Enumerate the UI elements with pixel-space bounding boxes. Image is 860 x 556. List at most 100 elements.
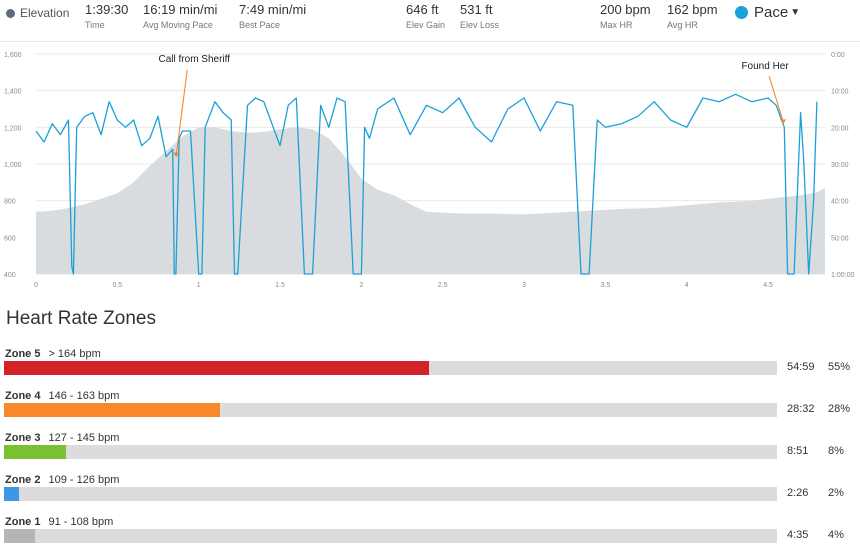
zone-percent: 2% bbox=[828, 487, 844, 499]
stat-avg-hr: 162 bpm Avg HR bbox=[667, 2, 718, 30]
y-right-tick-label: 1:00:00 bbox=[831, 272, 854, 279]
x-tick-label: 2.5 bbox=[438, 282, 448, 289]
zone-name: Zone 5 bbox=[5, 348, 41, 360]
annotation-arrow bbox=[768, 75, 784, 122]
stat-elev-gain-value: 646 ft bbox=[406, 2, 439, 17]
x-tick-label: 0 bbox=[34, 282, 38, 289]
zone-bar-fill bbox=[4, 445, 66, 459]
zone-range: 146 - 163 bpm bbox=[48, 390, 120, 402]
zone-label: Zone 1 91 - 108 bpm bbox=[5, 516, 113, 528]
stat-best-pace-value: 7:49 min/mi bbox=[239, 2, 307, 17]
hr-zone-row: Zone 5 > 164 bpm 54:59 55% bbox=[0, 348, 860, 388]
zone-label: Zone 2 109 - 126 bpm bbox=[5, 474, 119, 486]
zone-range: 91 - 108 bpm bbox=[48, 516, 114, 528]
y-right-tick-label: 30:00 bbox=[831, 162, 849, 169]
annotation-arrowhead bbox=[173, 152, 180, 158]
stat-avg-pace-label: Avg Moving Pace bbox=[143, 20, 213, 30]
elevation-legend-label: Elevation bbox=[20, 6, 70, 20]
y-right-tick-label: 20:00 bbox=[831, 125, 849, 132]
stat-elev-gain: 646 ft Elev Gain bbox=[406, 2, 445, 30]
zone-range: 109 - 126 bpm bbox=[48, 474, 120, 486]
stat-avg-hr-label: Avg HR bbox=[667, 20, 698, 30]
stat-max-hr-value: 200 bpm bbox=[600, 2, 651, 17]
zone-bar-fill bbox=[4, 487, 20, 501]
stat-max-hr: 200 bpm Max HR bbox=[600, 2, 651, 30]
stat-elev-loss-label: Elev Loss bbox=[460, 20, 500, 30]
annotation-label: Found Her bbox=[741, 61, 789, 72]
x-tick-label: 3 bbox=[522, 282, 526, 289]
stat-time: 1:39:30 Time bbox=[85, 2, 128, 30]
hr-zone-row: Zone 3 127 - 145 bpm 8:51 8% bbox=[0, 432, 860, 472]
elevation-dot-icon bbox=[6, 8, 15, 18]
zone-bar-track bbox=[4, 403, 777, 417]
axis-ticks: 1,6001,4001,2001,0008006004000:0010:0020… bbox=[4, 52, 854, 289]
zone-time: 4:35 bbox=[787, 529, 809, 541]
zone-bar-fill bbox=[4, 529, 35, 543]
stat-max-hr-label: Max HR bbox=[600, 20, 633, 30]
y-right-tick-label: 40:00 bbox=[831, 199, 849, 206]
hr-zone-row: Zone 4 146 - 163 bpm 28:32 28% bbox=[0, 390, 860, 430]
stats-bar: Elevation 1:39:30 Time 16:19 min/mi Avg … bbox=[0, 0, 860, 40]
zone-percent: 4% bbox=[828, 529, 844, 541]
elevation-legend-toggle[interactable]: Elevation bbox=[6, 6, 69, 20]
y-left-tick-label: 800 bbox=[4, 199, 16, 206]
pace-line bbox=[35, 93, 818, 275]
zone-time: 54:59 bbox=[787, 361, 815, 373]
zone-label: Zone 3 127 - 145 bpm bbox=[5, 432, 119, 444]
stat-avg-pace: 16:19 min/mi Avg Moving Pace bbox=[143, 2, 217, 30]
zone-label: Zone 4 146 - 163 bpm bbox=[5, 390, 119, 402]
y-right-tick-label: 10:00 bbox=[831, 89, 849, 96]
chart-annotations: Call from Sheriff Found Her bbox=[159, 54, 789, 158]
x-tick-label: 4.5 bbox=[763, 282, 773, 289]
zone-time: 28:32 bbox=[787, 403, 815, 415]
y-right-tick-label: 50:00 bbox=[831, 235, 849, 242]
x-tick-label: 2 bbox=[359, 282, 363, 289]
zone-bar-track bbox=[4, 529, 777, 543]
hr-zone-row: Zone 2 109 - 126 bpm 2:26 2% bbox=[0, 474, 860, 514]
zone-percent: 28% bbox=[828, 403, 851, 415]
pace-dot-icon bbox=[735, 6, 748, 19]
zones-title: Heart Rate Zones bbox=[6, 308, 156, 329]
zone-time: 2:26 bbox=[787, 487, 809, 499]
stat-elev-gain-label: Elev Gain bbox=[406, 20, 446, 30]
pace-dropdown-label: Pace bbox=[754, 4, 789, 21]
zone-bar-fill bbox=[4, 361, 430, 375]
zone-bar-fill bbox=[4, 403, 221, 417]
x-tick-label: 0.5 bbox=[112, 282, 122, 289]
x-tick-label: 1 bbox=[197, 282, 201, 289]
zone-percent: 55% bbox=[828, 361, 851, 373]
zone-range: 127 - 145 bpm bbox=[48, 432, 120, 444]
y-left-tick-label: 400 bbox=[4, 272, 16, 279]
header-divider bbox=[0, 41, 860, 42]
zone-range: > 164 bpm bbox=[48, 348, 101, 360]
pace-metric-dropdown[interactable]: Pace ▼ bbox=[735, 4, 800, 21]
y-left-tick-label: 1,000 bbox=[4, 162, 22, 169]
zone-percent: 8% bbox=[828, 445, 844, 457]
annotation-label: Call from Sheriff bbox=[159, 54, 231, 65]
zone-bar-track bbox=[4, 487, 777, 501]
y-left-tick-label: 600 bbox=[4, 235, 16, 242]
stat-elev-loss-value: 531 ft bbox=[460, 2, 493, 17]
elevation-pace-chart[interactable]: Call from Sheriff Found Her 1,600 1,400 1,2… bbox=[0, 44, 860, 294]
y-left-tick-label: 1,400 bbox=[4, 89, 22, 96]
x-tick-label: 4 bbox=[685, 282, 689, 289]
zone-name: Zone 1 bbox=[5, 516, 41, 528]
stat-best-pace-label: Best Pace bbox=[239, 20, 281, 30]
zone-time: 8:51 bbox=[787, 445, 809, 457]
zone-bar-track bbox=[4, 445, 777, 459]
zone-name: Zone 2 bbox=[5, 474, 41, 486]
stat-time-label: Time bbox=[85, 20, 105, 30]
zone-label: Zone 5 > 164 bpm bbox=[5, 348, 101, 360]
y-right-tick-label: 0:00 bbox=[831, 52, 845, 59]
annotation-arrowhead bbox=[780, 119, 787, 125]
hr-zone-row: Zone 1 91 - 108 bpm 4:35 4% bbox=[0, 516, 860, 556]
caret-down-icon: ▼ bbox=[790, 7, 801, 18]
x-tick-label: 1.5 bbox=[275, 282, 285, 289]
stat-time-value: 1:39:30 bbox=[85, 2, 129, 17]
y-left-tick-label: 1,600 bbox=[4, 52, 22, 59]
zone-name: Zone 3 bbox=[5, 432, 41, 444]
stat-avg-pace-value: 16:19 min/mi bbox=[143, 2, 218, 17]
zone-bar-track bbox=[4, 361, 777, 375]
pace-series bbox=[35, 93, 818, 275]
stat-elev-loss: 531 ft Elev Loss bbox=[460, 2, 499, 30]
